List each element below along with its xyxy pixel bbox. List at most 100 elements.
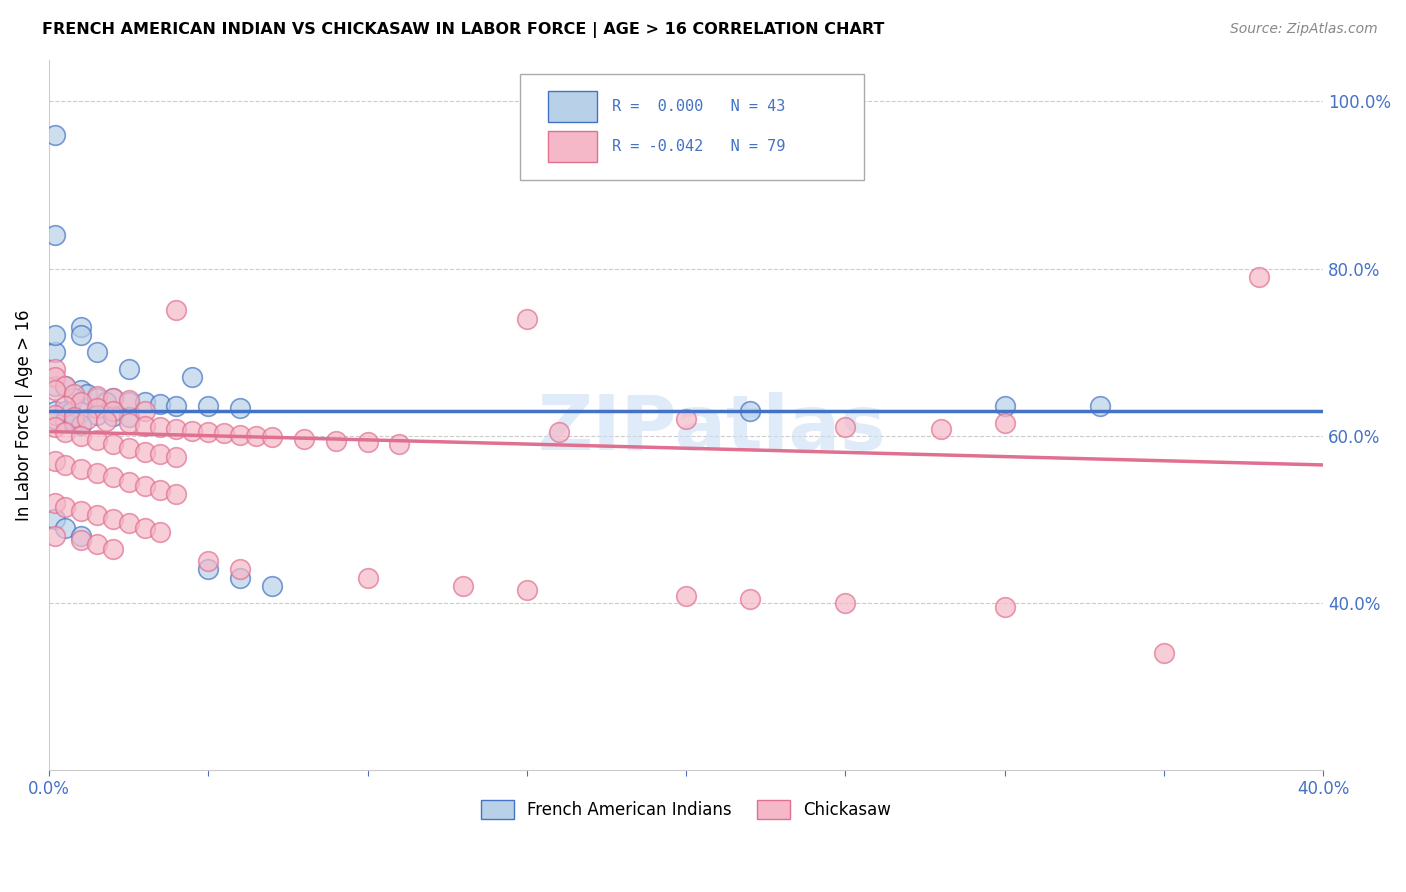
Point (994, 400, 1017, 414)
Point (44, 495, 66, 509)
Point (86, 345, 108, 359)
Point (165, 399, 187, 413)
Point (451, 579, 474, 593)
Point (229, 401, 252, 416)
Point (134, 395, 156, 409)
Point (44, 420, 66, 434)
Point (86, 537, 108, 551)
Point (229, 562, 252, 576)
Point (53, 378, 76, 392)
Point (197, 562, 219, 576)
Point (86, 408, 108, 422)
Point (96, 414, 118, 428)
Text: FRENCH AMERICAN INDIAN VS CHICKASAW IN LABOR FORCE | AGE > 16 CORRELATION CHART: FRENCH AMERICAN INDIAN VS CHICKASAW IN L… (42, 22, 884, 38)
Point (69, 405, 91, 419)
Point (165, 487, 187, 501)
Point (101, 391, 124, 405)
Point (76, 387, 98, 401)
FancyBboxPatch shape (520, 74, 865, 180)
Point (86, 508, 108, 522)
Point (834, 596, 856, 610)
Point (117, 410, 139, 425)
Point (675, 589, 697, 603)
Point (1153, 646, 1175, 660)
Text: ZIPatlas: ZIPatlas (537, 392, 886, 466)
Point (69, 383, 91, 397)
Text: R =  0.000   N = 43: R = 0.000 N = 43 (612, 99, 786, 114)
Point (738, 403, 761, 417)
Point (69, 504, 91, 518)
Point (117, 392, 139, 407)
Point (260, 430, 283, 444)
Point (197, 425, 219, 439)
Point (63, 410, 86, 425)
Point (212, 426, 235, 441)
Text: Source: ZipAtlas.com: Source: ZipAtlas.com (1230, 22, 1378, 37)
Point (86, 401, 108, 416)
Point (994, 416, 1017, 430)
Point (994, 600, 1017, 615)
Point (44, 412, 66, 426)
Point (53, 521, 76, 535)
Point (53, 500, 76, 514)
Point (86, 467, 108, 481)
Point (356, 571, 378, 585)
Point (44, 361, 66, 376)
Point (96, 395, 118, 409)
Point (63, 387, 86, 401)
Point (101, 437, 124, 451)
Point (117, 441, 139, 455)
Point (69, 320, 91, 334)
Point (547, 425, 569, 439)
Point (53, 403, 76, 417)
Point (86, 433, 108, 447)
Point (53, 400, 76, 414)
Point (134, 403, 156, 417)
Point (63, 391, 86, 405)
Point (44, 383, 66, 397)
Point (69, 395, 91, 409)
Point (44, 128, 66, 142)
Point (44, 408, 66, 422)
Point (325, 434, 347, 448)
Point (516, 583, 538, 598)
Point (101, 409, 124, 424)
Point (86, 388, 108, 402)
Point (44, 378, 66, 392)
Point (1249, 269, 1271, 284)
Point (197, 554, 219, 568)
Point (149, 397, 172, 411)
Point (388, 437, 411, 451)
Point (165, 303, 187, 318)
Bar (548, 130, 598, 161)
Point (1088, 399, 1111, 413)
Point (229, 571, 252, 585)
Bar (548, 91, 598, 122)
Point (292, 432, 315, 446)
Point (117, 361, 139, 376)
Point (101, 541, 124, 556)
Point (197, 400, 219, 414)
Point (134, 418, 156, 433)
Point (69, 417, 91, 432)
Point (76, 412, 98, 426)
Point (44, 228, 66, 243)
Legend: French American Indians, Chickasaw: French American Indians, Chickasaw (474, 793, 898, 826)
Point (44, 529, 66, 543)
Point (181, 370, 204, 384)
Point (117, 475, 139, 489)
Point (181, 424, 204, 438)
Point (101, 403, 124, 417)
Point (53, 414, 76, 428)
Y-axis label: In Labor Force | Age > 16: In Labor Force | Age > 16 (15, 309, 32, 521)
Point (134, 479, 156, 493)
Point (165, 450, 187, 464)
Point (675, 412, 697, 426)
Point (44, 345, 66, 359)
Point (44, 328, 66, 343)
Point (516, 311, 538, 326)
Point (165, 422, 187, 436)
Point (69, 462, 91, 476)
Point (134, 445, 156, 459)
Point (44, 370, 66, 384)
